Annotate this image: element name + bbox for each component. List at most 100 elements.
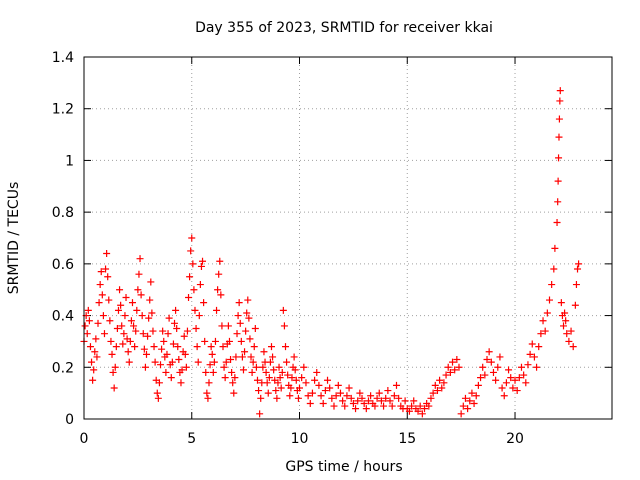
- data-point: [500, 392, 508, 400]
- data-point: [164, 330, 172, 338]
- data-point: [373, 394, 381, 402]
- data-point: [241, 348, 249, 356]
- data-point: [522, 379, 530, 387]
- data-point: [194, 358, 202, 366]
- data-point: [255, 387, 263, 395]
- data-point: [481, 371, 489, 379]
- data-point: [202, 368, 210, 376]
- data-point: [203, 389, 211, 397]
- data-point: [266, 358, 274, 366]
- data-point: [280, 322, 288, 330]
- data-point: [144, 332, 152, 340]
- data-point: [116, 286, 124, 294]
- data-point: [230, 389, 238, 397]
- data-point: [551, 244, 559, 252]
- data-point: [95, 299, 103, 307]
- data-point: [112, 343, 120, 351]
- data-point: [563, 330, 571, 338]
- data-point: [352, 405, 360, 413]
- data-point: [360, 399, 368, 407]
- data-point: [242, 327, 250, 335]
- data-point: [414, 407, 422, 415]
- data-point: [180, 332, 188, 340]
- data-point: [190, 286, 198, 294]
- data-point: [83, 330, 91, 338]
- data-point: [509, 384, 517, 392]
- data-point: [84, 306, 92, 314]
- y-tick-label: 0.2: [52, 360, 74, 376]
- y-tick-label: 1.4: [52, 50, 74, 66]
- data-point: [496, 353, 504, 361]
- data-point: [287, 384, 295, 392]
- data-point: [100, 330, 108, 338]
- y-axis-label: SRMTID / TECUs: [6, 182, 22, 295]
- data-point: [354, 397, 362, 405]
- data-point: [221, 374, 229, 382]
- data-point: [215, 270, 223, 278]
- data-point: [571, 301, 579, 309]
- data-point: [260, 348, 268, 356]
- data-point: [244, 296, 252, 304]
- data-point: [263, 379, 271, 387]
- data-point: [169, 340, 177, 348]
- y-tick-label: 0.8: [52, 205, 74, 221]
- data-point: [124, 348, 132, 356]
- data-point: [231, 374, 239, 382]
- data-point: [343, 392, 351, 400]
- data-point: [541, 327, 549, 335]
- data-point: [528, 340, 536, 348]
- data-point: [444, 363, 452, 371]
- data-point: [214, 286, 222, 294]
- data-point: [246, 335, 254, 343]
- data-point: [449, 358, 457, 366]
- data-point: [118, 322, 126, 330]
- data-point: [131, 343, 139, 351]
- data-point: [565, 337, 573, 345]
- data-point: [472, 392, 480, 400]
- data-point: [278, 368, 286, 376]
- data-point: [125, 358, 133, 366]
- data-point: [188, 234, 196, 242]
- data-point: [390, 392, 398, 400]
- data-point: [192, 325, 200, 332]
- data-point: [208, 350, 216, 358]
- data-point: [377, 397, 385, 405]
- data-point: [252, 363, 260, 371]
- data-point: [468, 389, 476, 397]
- data-point: [146, 296, 154, 304]
- data-point: [384, 387, 392, 395]
- data-point: [546, 296, 554, 304]
- data-point: [489, 368, 497, 376]
- data-point: [99, 312, 107, 320]
- data-point: [147, 278, 155, 286]
- data-point: [205, 379, 213, 387]
- x-axis-label: GPS time / hours: [285, 459, 402, 475]
- data-point: [245, 314, 253, 322]
- data-point: [300, 363, 308, 371]
- data-point: [548, 281, 556, 289]
- data-point: [117, 301, 125, 309]
- data-point: [274, 379, 282, 387]
- data-point: [191, 306, 199, 314]
- data-point: [356, 389, 364, 397]
- data-point: [89, 376, 97, 384]
- data-point: [535, 343, 543, 351]
- data-point: [332, 392, 340, 400]
- data-point: [139, 330, 147, 338]
- data-point: [517, 363, 525, 371]
- data-point: [257, 394, 265, 402]
- data-point: [96, 281, 104, 289]
- data-point: [367, 392, 375, 400]
- axis-ticks: 0 0.2 0.4 0.6 0.8 1 1.2 1.4 0 5 10 15 20: [52, 50, 612, 447]
- data-point: [248, 368, 256, 376]
- data-point: [464, 405, 472, 413]
- data-point: [304, 392, 312, 400]
- data-point: [339, 397, 347, 405]
- data-point: [431, 381, 439, 389]
- data-point: [228, 368, 236, 376]
- data-point: [189, 260, 197, 268]
- data-point: [236, 319, 244, 327]
- y-tick-label: 1.2: [52, 102, 74, 118]
- data-point: [107, 337, 115, 345]
- data-point: [386, 397, 394, 405]
